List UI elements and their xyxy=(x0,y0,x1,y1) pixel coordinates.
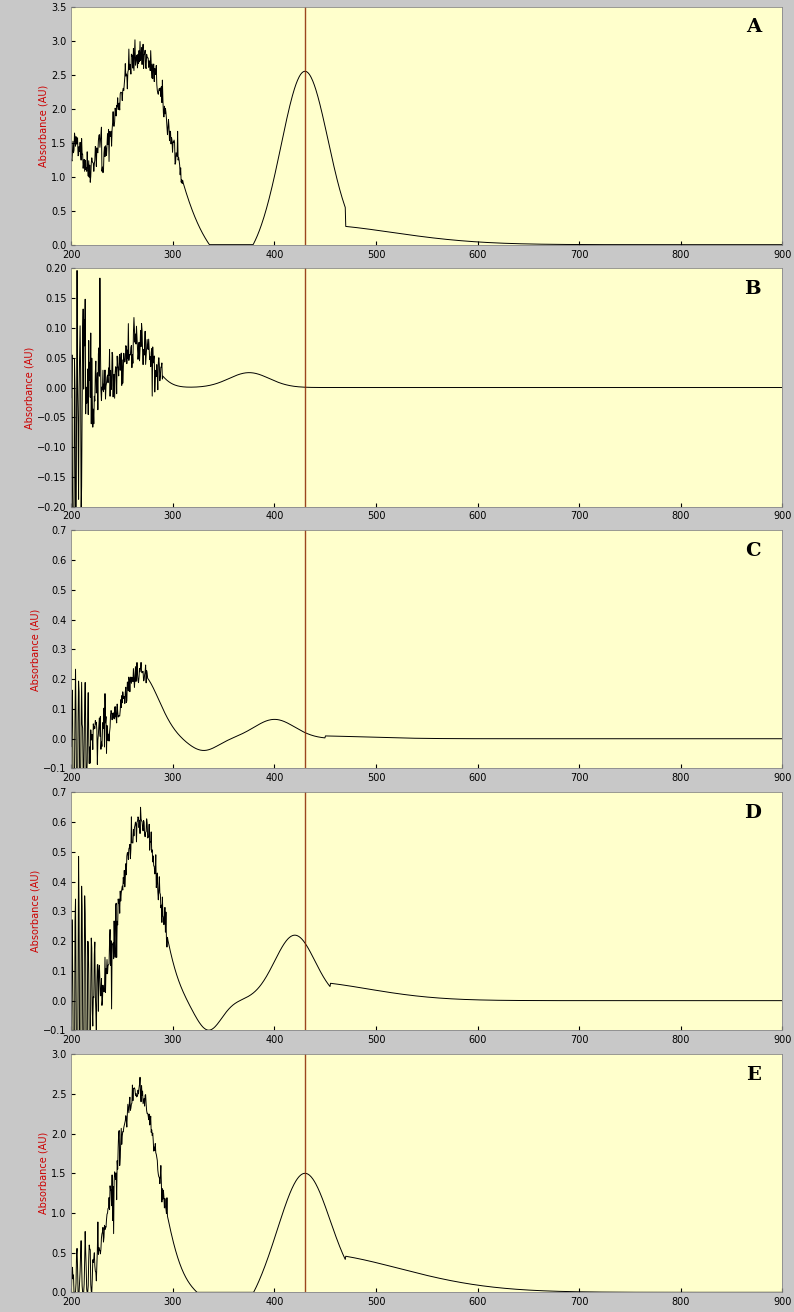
Y-axis label: Absorbance (AU): Absorbance (AU) xyxy=(38,1132,48,1215)
Y-axis label: Absorbance (AU): Absorbance (AU) xyxy=(30,870,40,953)
Text: D: D xyxy=(744,804,761,823)
Text: B: B xyxy=(744,281,761,298)
Y-axis label: Absorbance (AU): Absorbance (AU) xyxy=(38,84,48,167)
Text: A: A xyxy=(746,18,761,37)
Y-axis label: Absorbance (AU): Absorbance (AU) xyxy=(24,346,34,429)
Text: E: E xyxy=(746,1067,761,1084)
Y-axis label: Absorbance (AU): Absorbance (AU) xyxy=(30,609,40,690)
Text: C: C xyxy=(745,542,761,560)
